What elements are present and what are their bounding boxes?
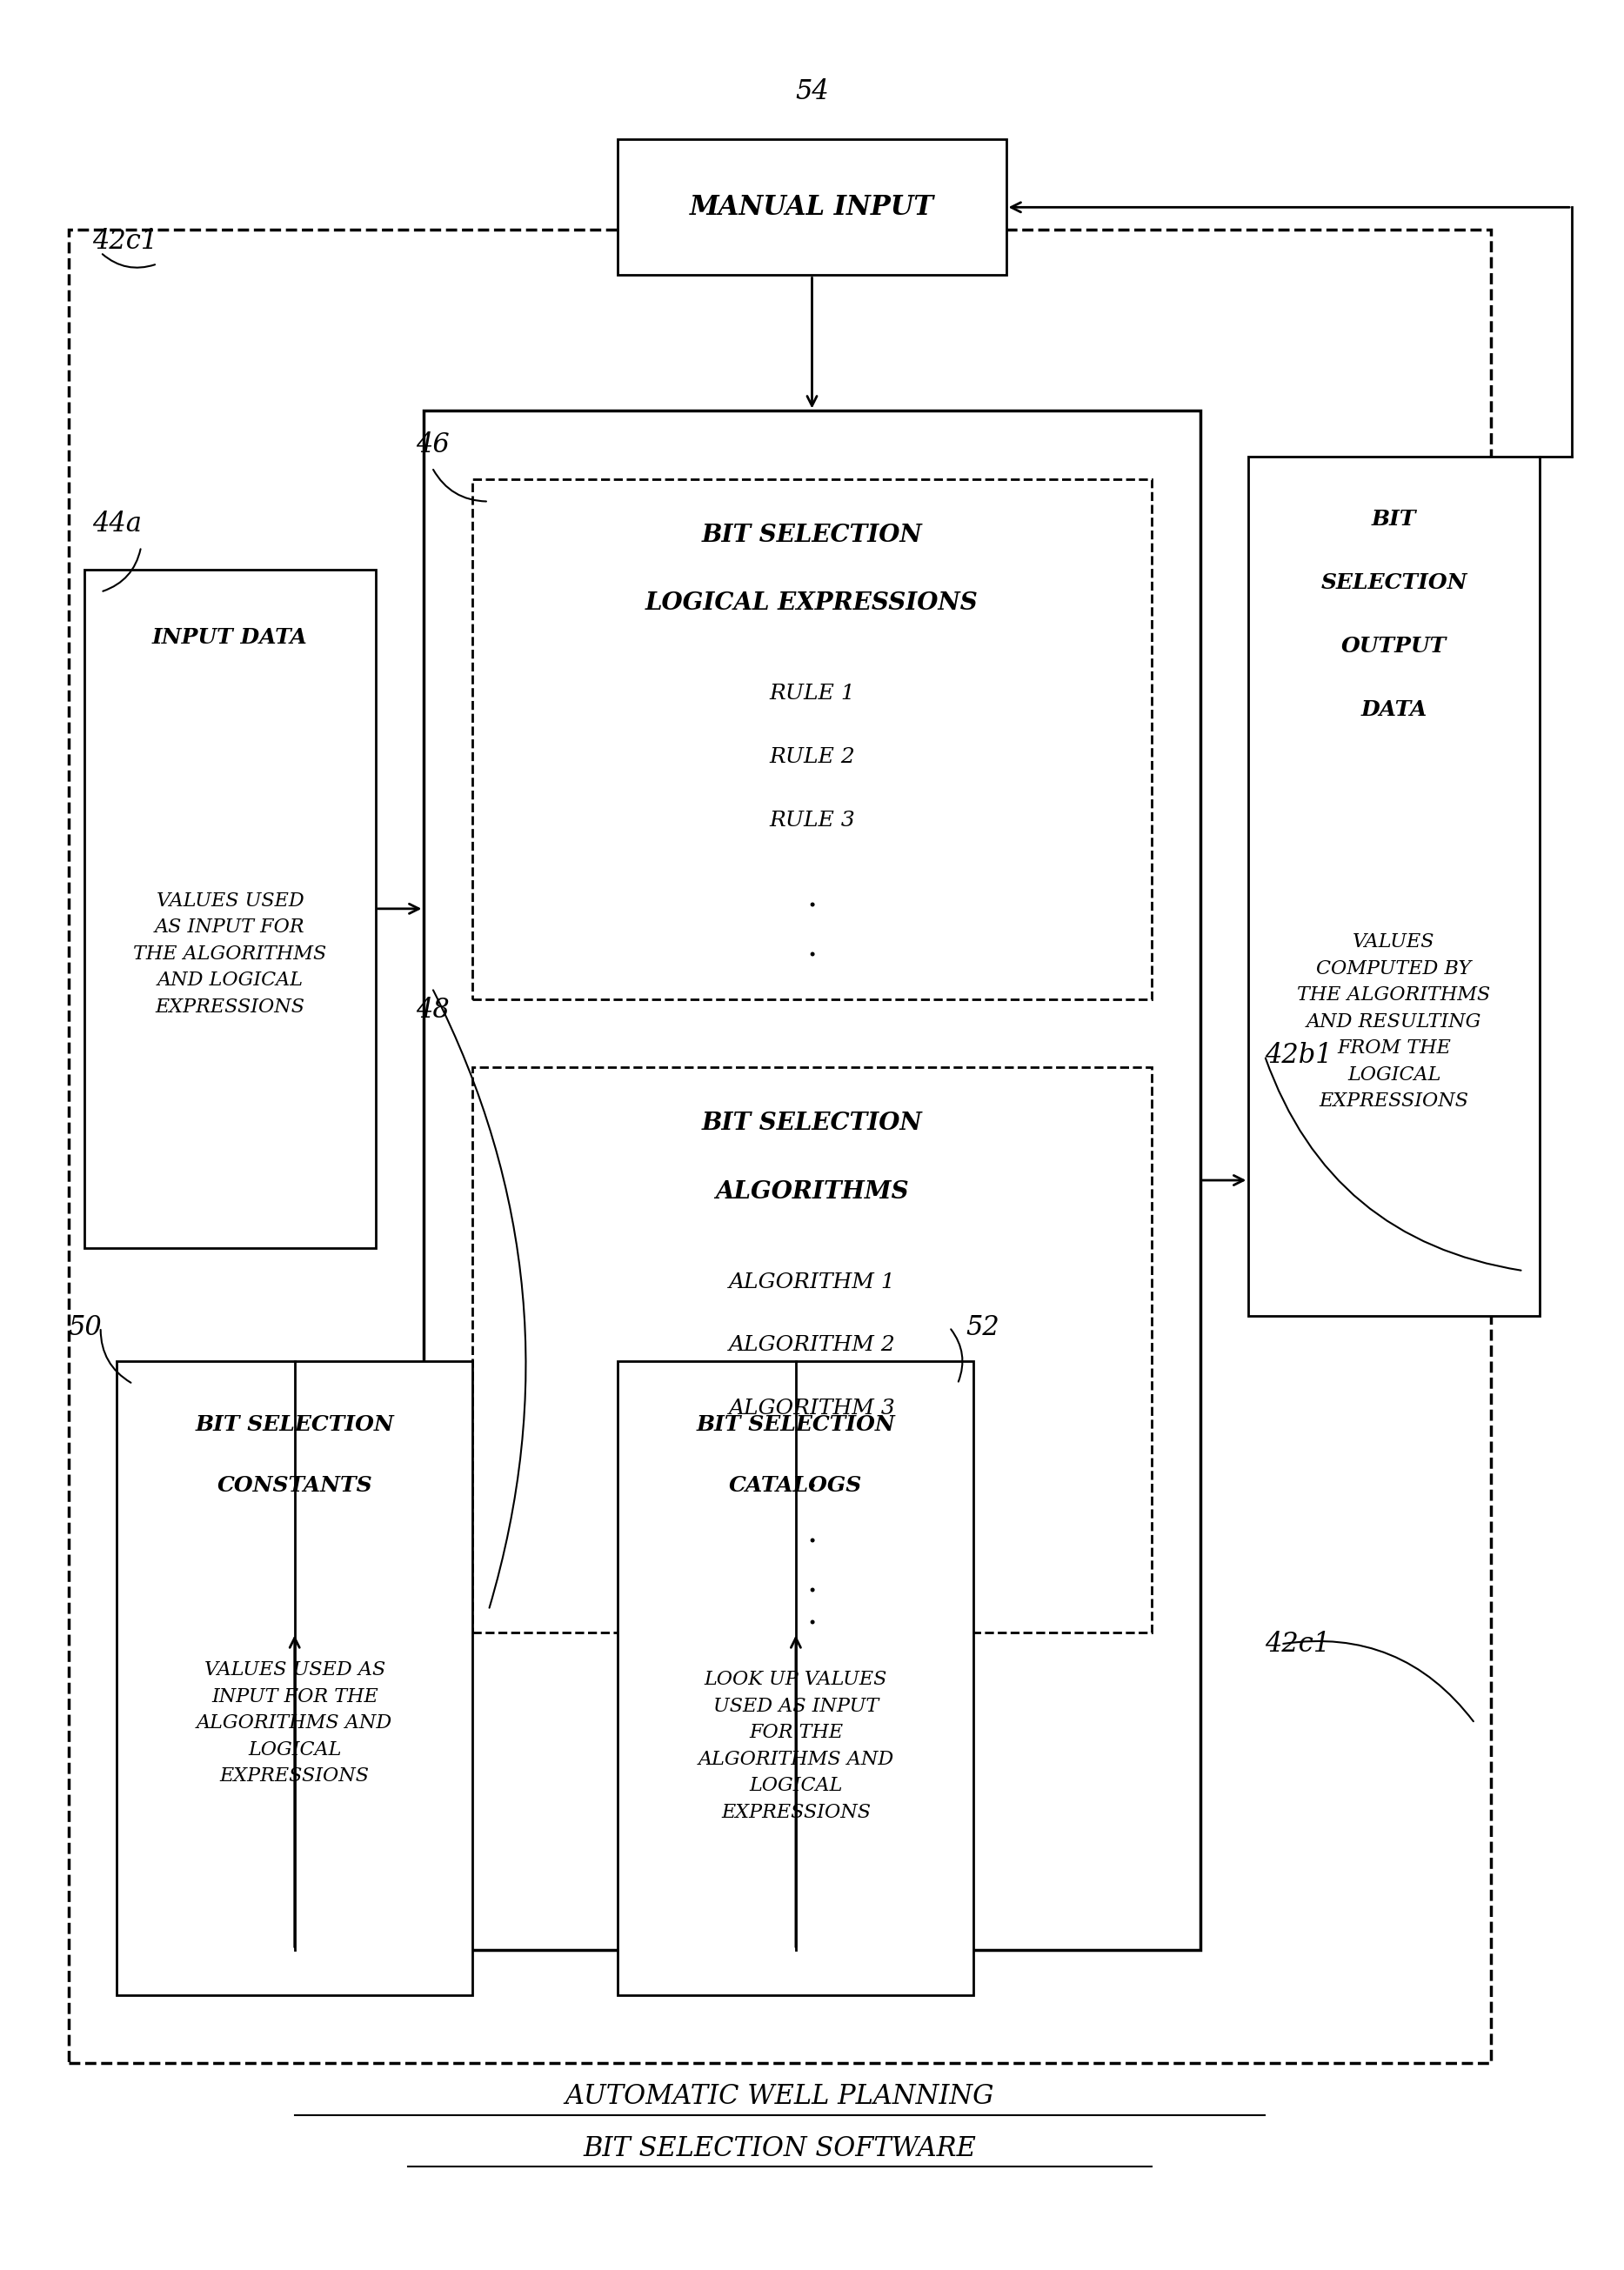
Text: RULE 3: RULE 3 [770,810,854,831]
Text: .: . [807,1598,817,1630]
Text: ALGORITHM 2: ALGORITHM 2 [729,1335,895,1355]
Text: 48: 48 [416,997,450,1024]
Text: CONSTANTS: CONSTANTS [218,1476,372,1496]
Text: BIT: BIT [1372,508,1416,529]
Text: BIT SELECTION: BIT SELECTION [697,1414,895,1435]
Text: BIT SELECTION: BIT SELECTION [702,524,922,547]
Text: BIT SELECTION SOFTWARE: BIT SELECTION SOFTWARE [583,2136,976,2163]
Text: RULE 1: RULE 1 [770,683,854,704]
Text: 52: 52 [966,1314,999,1342]
Text: BIT SELECTION: BIT SELECTION [702,1112,922,1135]
Text: 46: 46 [416,431,450,459]
Text: 42c1: 42c1 [1265,1630,1330,1657]
Text: CATALOGS: CATALOGS [729,1476,862,1496]
Text: BIT SELECTION: BIT SELECTION [195,1414,395,1435]
FancyBboxPatch shape [619,138,1005,275]
FancyBboxPatch shape [473,479,1151,999]
Text: ALGORITHMS: ALGORITHMS [715,1180,909,1203]
Text: ALGORITHM 1: ALGORITHM 1 [729,1271,895,1292]
Text: VALUES USED AS
INPUT FOR THE
ALGORITHMS AND
LOGICAL
EXPRESSIONS: VALUES USED AS INPUT FOR THE ALGORITHMS … [197,1662,393,1786]
Text: AUTOMATIC WELL PLANNING: AUTOMATIC WELL PLANNING [565,2084,994,2111]
FancyBboxPatch shape [473,1067,1151,1632]
Text: VALUES
COMPUTED BY
THE ALGORITHMS
AND RESULTING
FROM THE
LOGICAL
EXPRESSIONS: VALUES COMPUTED BY THE ALGORITHMS AND RE… [1298,933,1491,1110]
FancyBboxPatch shape [84,570,375,1248]
Text: 42c1: 42c1 [93,227,158,254]
Text: MANUAL INPUT: MANUAL INPUT [690,193,934,220]
FancyBboxPatch shape [1249,456,1540,1317]
Text: .: . [807,1462,817,1496]
Text: VALUES USED
AS INPUT FOR
THE ALGORITHMS
AND LOGICAL
EXPRESSIONS: VALUES USED AS INPUT FOR THE ALGORITHMS … [133,892,326,1017]
FancyBboxPatch shape [619,1362,974,1995]
Text: LOGICAL EXPRESSIONS: LOGICAL EXPRESSIONS [645,592,979,615]
Text: .: . [807,1566,817,1598]
Text: 44a: 44a [93,511,141,538]
Text: ALGORITHM 3: ALGORITHM 3 [729,1398,895,1419]
Text: SELECTION: SELECTION [1320,572,1468,592]
FancyBboxPatch shape [68,229,1491,2063]
Text: .: . [807,881,817,913]
Text: .: . [807,1516,817,1550]
Text: RULE 2: RULE 2 [770,747,854,767]
Text: 54: 54 [796,79,828,104]
Text: .: . [807,931,817,962]
Text: OUTPUT: OUTPUT [1341,636,1447,656]
FancyBboxPatch shape [117,1362,473,1995]
Text: DATA: DATA [1361,699,1427,720]
Text: 50: 50 [68,1314,102,1342]
Text: INPUT DATA: INPUT DATA [153,627,307,647]
Text: LOOK UP VALUES
USED AS INPUT
FOR THE
ALGORITHMS AND
LOGICAL
EXPRESSIONS: LOOK UP VALUES USED AS INPUT FOR THE ALG… [698,1671,893,1823]
Text: 42b1: 42b1 [1265,1042,1332,1069]
FancyBboxPatch shape [424,411,1200,1950]
